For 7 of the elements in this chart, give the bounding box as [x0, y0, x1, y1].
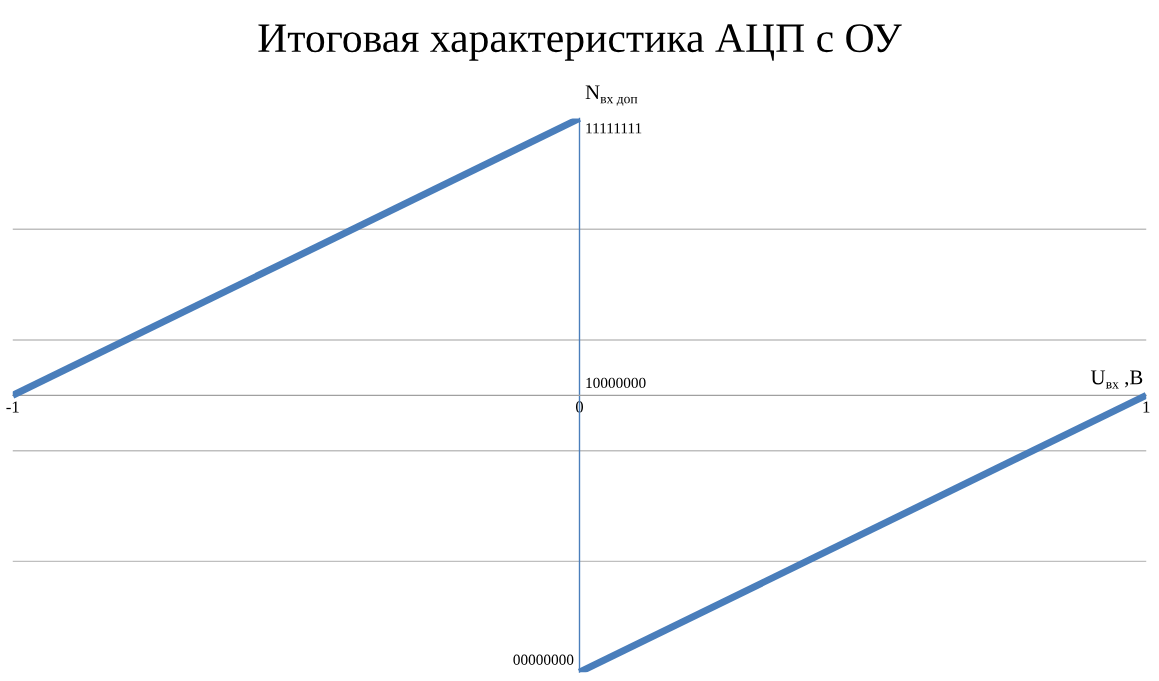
x-tick-label: -1	[6, 401, 19, 413]
annotation: 10000000	[586, 377, 646, 389]
annotation: 00000000	[513, 654, 574, 665]
annotation: 11111111	[586, 123, 642, 134]
y-axis-title: Nвх доп	[585, 85, 638, 106]
x-tick-label: 1	[1143, 401, 1150, 413]
chart-title: Итоговая характеристика АЦП с ОУ	[258, 24, 902, 61]
